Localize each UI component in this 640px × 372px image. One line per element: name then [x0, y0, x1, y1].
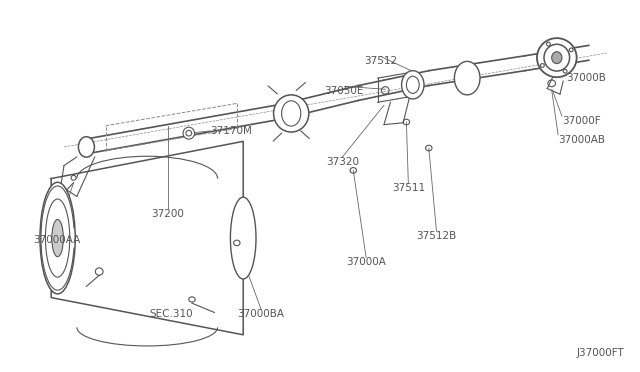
Text: 37000B: 37000B	[566, 73, 606, 83]
Ellipse shape	[183, 127, 195, 139]
Ellipse shape	[79, 137, 95, 157]
Text: 37000AA: 37000AA	[33, 235, 80, 245]
Ellipse shape	[40, 182, 76, 294]
Ellipse shape	[274, 95, 309, 132]
Text: 37200: 37200	[151, 209, 184, 219]
Text: 37000AB: 37000AB	[558, 135, 605, 144]
Ellipse shape	[552, 52, 562, 64]
Text: J37000FT: J37000FT	[576, 349, 624, 358]
Ellipse shape	[537, 38, 577, 77]
Ellipse shape	[52, 219, 63, 257]
Text: SEC.310: SEC.310	[150, 310, 193, 319]
Text: 37000BA: 37000BA	[237, 310, 285, 319]
Ellipse shape	[230, 197, 256, 279]
Text: 37512B: 37512B	[417, 231, 456, 241]
Text: 37050E: 37050E	[324, 86, 364, 96]
Ellipse shape	[454, 61, 480, 95]
Text: 37170M: 37170M	[210, 126, 252, 136]
Text: 37512: 37512	[364, 57, 397, 66]
Ellipse shape	[402, 71, 424, 99]
Text: 37511: 37511	[392, 183, 425, 193]
Text: 37320: 37320	[326, 157, 359, 167]
Text: 37000F: 37000F	[562, 116, 600, 126]
Text: 37000A: 37000A	[346, 257, 386, 267]
